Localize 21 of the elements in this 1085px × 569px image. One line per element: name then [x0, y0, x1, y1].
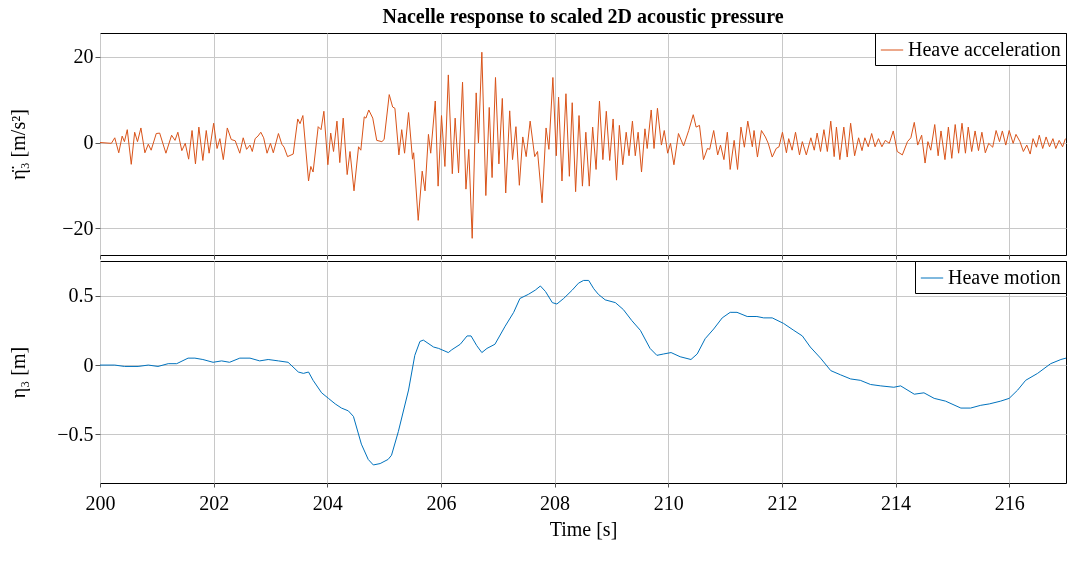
y-tick-label: 20 — [73, 45, 94, 68]
y-tick-label: 0 — [83, 353, 94, 376]
x-tick-label: 204 — [312, 491, 343, 514]
y-tick-label: −0.5 — [57, 422, 94, 445]
x-tick-label: 208 — [540, 491, 571, 514]
x-tick-label: 206 — [426, 491, 457, 514]
x-tick-label: 212 — [767, 491, 798, 514]
y-tick-label: 0.5 — [68, 284, 94, 307]
x-tick-label: 214 — [881, 491, 912, 514]
chart-title: Nacelle response to scaled 2D acoustic pressure — [382, 4, 784, 28]
legend-label: Heave acceleration — [908, 38, 1061, 60]
y-axis-title: η̈₃ [m/s²] — [6, 109, 30, 180]
x-axis-title: Time [s] — [549, 517, 618, 540]
y-tick-label: 0 — [83, 131, 94, 153]
y-axis-title: η₃ [m] — [6, 346, 30, 399]
x-tick-label: 216 — [994, 491, 1025, 514]
y-tick-label: −20 — [62, 216, 94, 239]
x-tick-label: 210 — [653, 491, 684, 514]
x-tick-label: 202 — [199, 491, 230, 514]
legend-label: Heave motion — [948, 266, 1061, 288]
x-tick-label: 200 — [85, 491, 116, 514]
